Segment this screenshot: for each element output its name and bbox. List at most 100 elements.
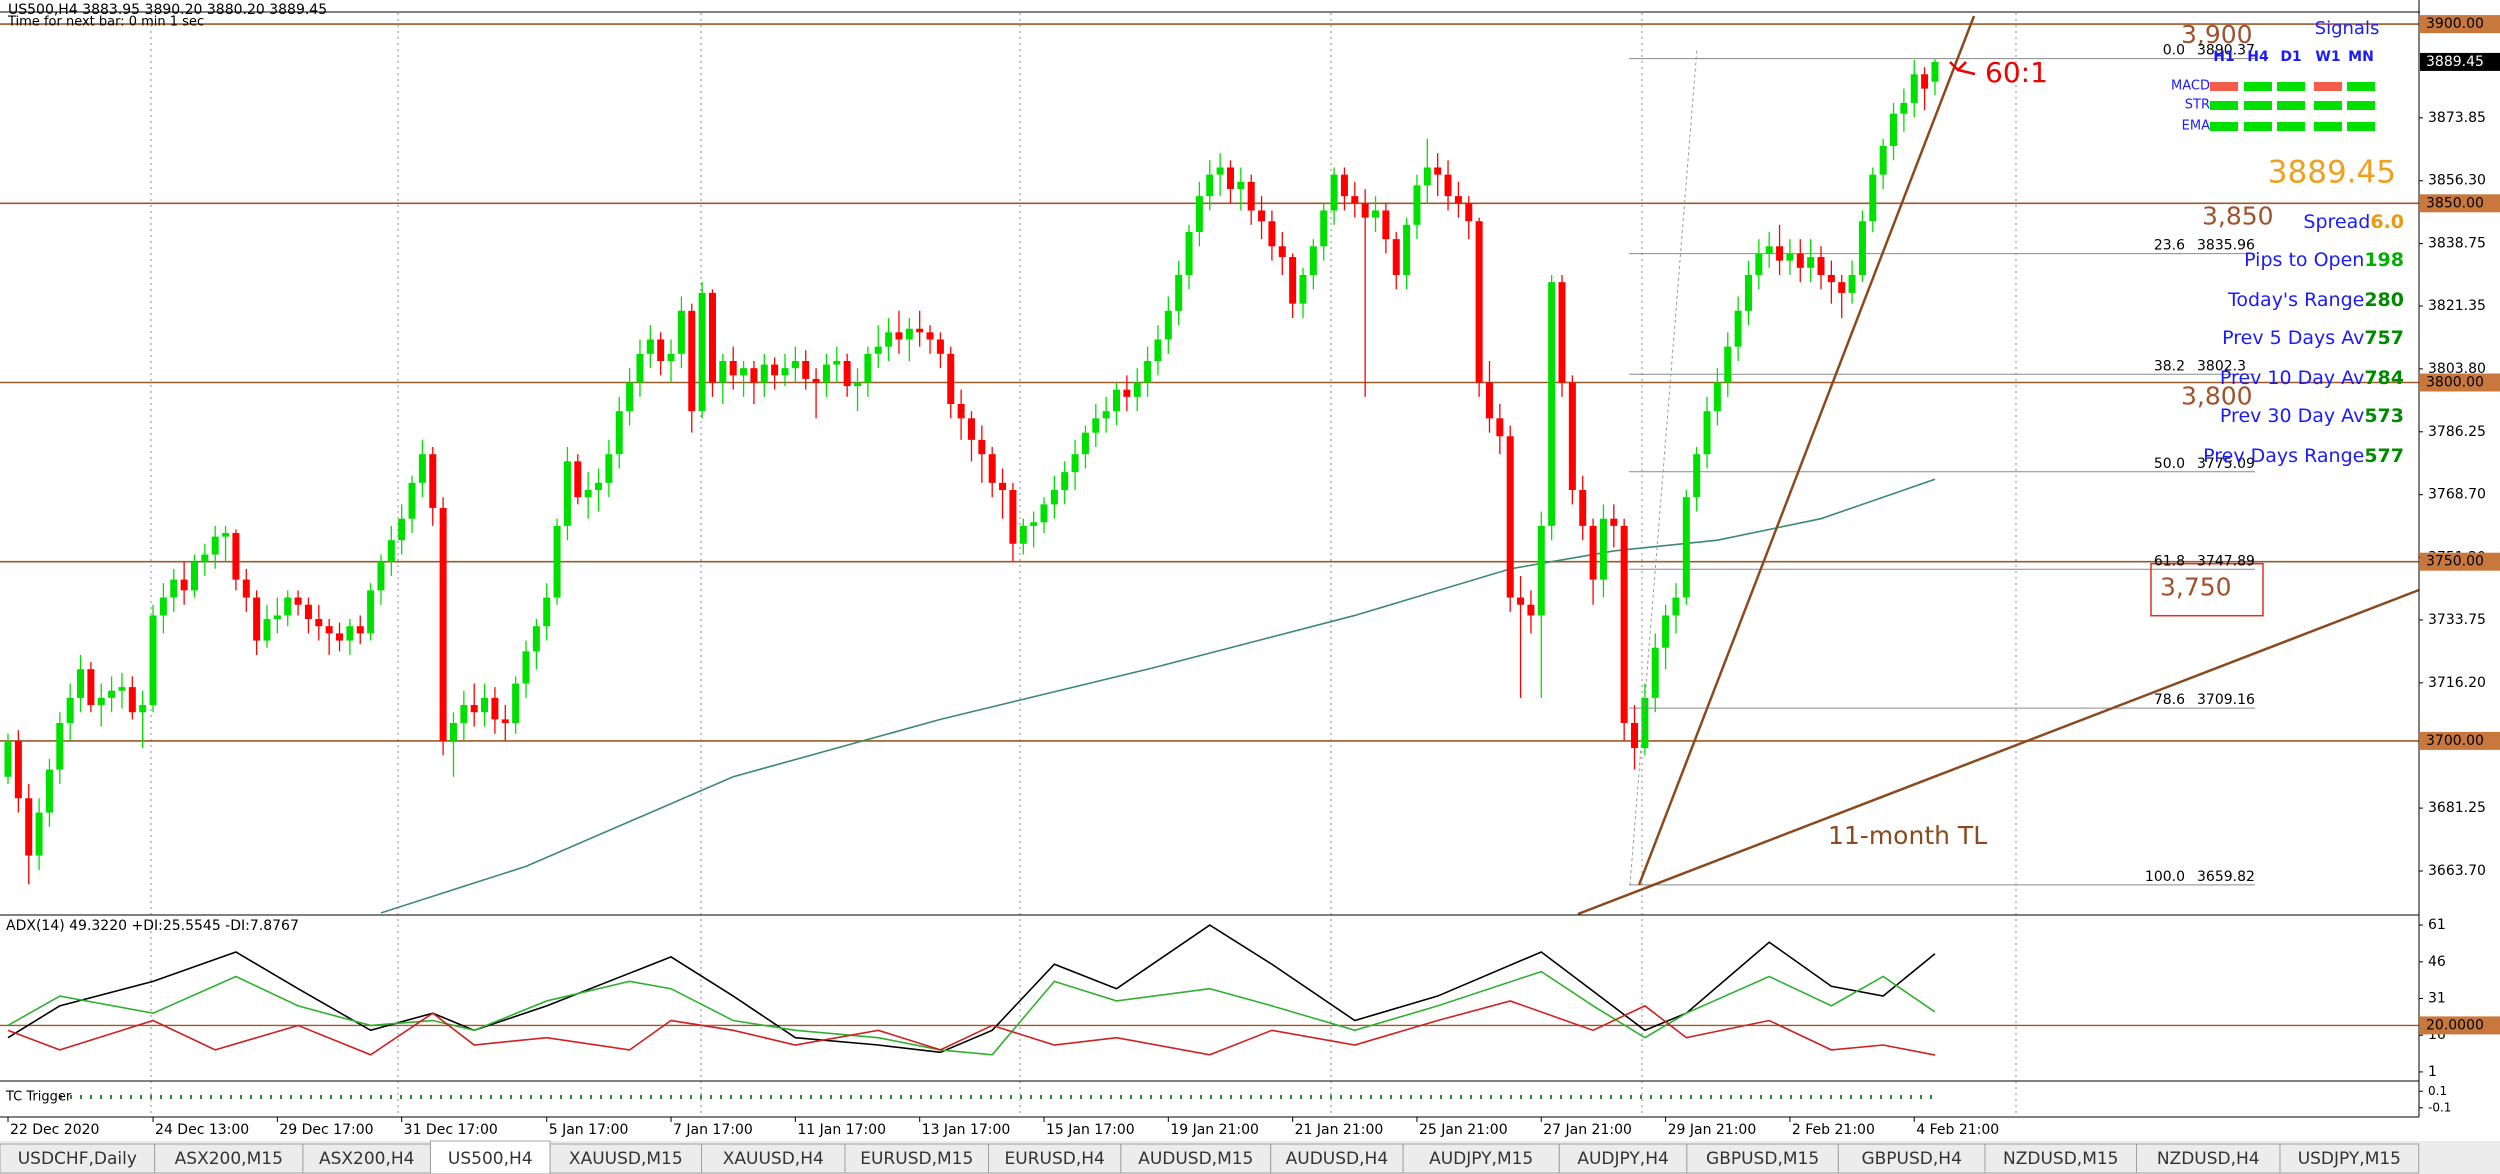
candle-body [1361, 203, 1369, 218]
signal-column: D1 [2280, 49, 2301, 65]
stat-label: Today's Range [2227, 289, 2364, 311]
candle-body [1796, 253, 1804, 268]
level-tick-label: 3700.00 [2426, 733, 2484, 749]
fib-price: 3747.89 [2197, 553, 2255, 569]
candle-body [698, 292, 706, 412]
candle-body [180, 579, 188, 591]
tab-label[interactable]: USDJPY,M15 [2298, 1149, 2401, 1169]
candle-body [336, 633, 344, 641]
stat-value: 198 [2364, 249, 2404, 271]
tab-label[interactable]: NZDUSD,M15 [2003, 1149, 2118, 1169]
candle-body [1900, 102, 1908, 114]
candle-body [1081, 432, 1089, 455]
moving-average [380, 478, 1936, 914]
y-tick-label: 3681.25 [2428, 800, 2486, 816]
candle-body [1817, 257, 1825, 275]
x-tick-label: 11 Jan 17:00 [797, 1122, 886, 1138]
candle-body [346, 626, 354, 641]
candle-body [854, 382, 862, 387]
tab [1270, 1143, 1404, 1174]
tab-label[interactable]: EURUSD,M15 [860, 1149, 973, 1169]
candle-body [1589, 525, 1597, 580]
candle-body [750, 368, 758, 383]
fib-price: 3802.3 [2197, 358, 2246, 374]
candle-body [139, 705, 147, 713]
candle-body [1869, 174, 1877, 222]
candle-body [491, 697, 499, 720]
tab-label[interactable]: AUDUSD,H4 [1286, 1149, 1389, 1169]
candle-body [708, 292, 716, 383]
candle-body [304, 604, 312, 620]
adx-line [7, 1000, 1936, 1056]
candle-body [1258, 210, 1266, 222]
candle-body [501, 719, 509, 723]
stat: Prev Days Range577 [2203, 445, 2404, 467]
stat-label: Prev 10 Day Av [2220, 367, 2364, 389]
tab-label[interactable]: USDCHF,Daily [18, 1149, 137, 1169]
fib-level: 0.0 [2163, 43, 2185, 59]
signal-cell [2210, 122, 2238, 131]
stat: Pips to Open198 [2244, 249, 2404, 271]
chart-header: US500,H4 3883.95 3890.20 3880.20 3889.45 [8, 2, 327, 18]
tab [844, 1143, 990, 1174]
tab-label[interactable]: EURUSD,H4 [1005, 1149, 1105, 1169]
candle-body [460, 705, 468, 723]
tab-label[interactable]: US500,H4 [448, 1149, 533, 1169]
tab-label[interactable]: AUDJPY,H4 [1577, 1149, 1668, 1169]
signal-cell [2210, 101, 2238, 110]
tab-label[interactable]: ASX200,M15 [175, 1149, 283, 1169]
x-tick-label: 22 Dec 2020 [10, 1122, 99, 1138]
candle-body [1807, 257, 1815, 268]
adx-title: ADX(14) 49.3220 +DI:25.5545 -DI:7.8767 [6, 918, 299, 934]
candle-body [211, 536, 219, 555]
candle-body [325, 626, 333, 634]
tab [1984, 1143, 2137, 1174]
level-label: 3,800 [2181, 382, 2253, 411]
candle-body [1548, 282, 1556, 526]
level-tick-box [2420, 15, 2500, 34]
adx-line [7, 970, 1936, 1056]
candle-body [35, 812, 43, 856]
candle-body [1226, 167, 1234, 189]
back-layer [0, 13, 2419, 1117]
candle-body [1195, 196, 1203, 232]
candle-body [1527, 604, 1535, 616]
candle-body [1175, 274, 1183, 311]
level-tick-label: 3750.00 [2426, 554, 2484, 570]
candle-body [1931, 61, 1939, 82]
candle-body [108, 690, 116, 698]
candle-body [1879, 145, 1887, 175]
fib-level: 50.0 [2154, 456, 2185, 472]
candle-body [1890, 113, 1898, 146]
stat: Today's Range280 [2227, 289, 2404, 311]
candle-body [1382, 210, 1390, 240]
candle-body [1599, 518, 1607, 580]
stat-value: 280 [2364, 289, 2404, 311]
stat-value: 784 [2364, 367, 2404, 389]
level-tick-box [2420, 194, 2500, 213]
front-layer: 3,900 3,850 3,800 3,750 0.0 3890.37 23.6 3835.9… [1577, 15, 2420, 916]
candle-body [1838, 282, 1846, 293]
x-tick-label: 24 Dec 13:00 [155, 1122, 249, 1138]
tab-label[interactable]: NZDUSD,H4 [2157, 1149, 2260, 1169]
signal-cell [2244, 82, 2272, 91]
tab-label[interactable]: AUDUSD,M15 [1138, 1149, 1253, 1169]
level-tick-box [2420, 373, 2500, 392]
level-tick-label: 3800.00 [2426, 375, 2484, 391]
tab-label[interactable]: XAUUSD,H4 [723, 1149, 824, 1169]
tab-label[interactable]: AUDJPY,M15 [1429, 1149, 1533, 1169]
candle-body [677, 310, 685, 354]
candle-body [1340, 174, 1348, 197]
candle-body [201, 554, 209, 562]
tab-label[interactable]: ASX200,H4 [319, 1149, 415, 1169]
candle-body [97, 697, 105, 706]
candle-body [947, 353, 955, 405]
y-tick-label: 3768.70 [2428, 487, 2486, 503]
tab-label[interactable]: GBPUSD,M15 [1706, 1149, 1819, 1169]
candle-body [1040, 504, 1048, 523]
candle-body [4, 740, 12, 777]
tab-label[interactable]: XAUUSD,M15 [569, 1149, 683, 1169]
candle-body [1206, 174, 1214, 197]
candle-body [294, 597, 302, 605]
tab-label[interactable]: GBPUSD,H4 [1861, 1149, 1961, 1169]
